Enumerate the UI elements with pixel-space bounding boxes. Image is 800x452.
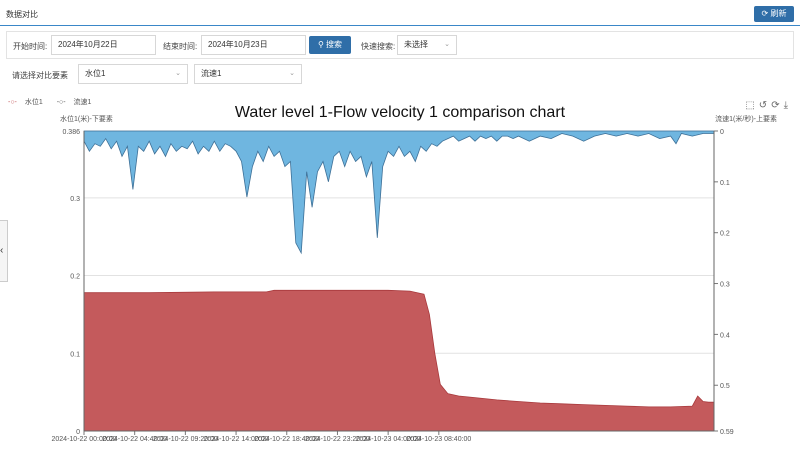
right-tick-label: 0.5 [720,383,730,390]
left-tick-label: 0.3 [70,196,80,203]
quick-search-value: 未选择 [404,40,428,49]
quick-search-label: 快速搜索: [361,42,396,51]
element1-select[interactable]: 水位1 ⌄ [78,64,188,84]
time-filter-row: 开始时间: 2024年10月22日 结束时间: 2024年10月23日 ⚲ 搜索… [6,31,794,59]
series-water-level-1-area [83,289,715,432]
x-tick-label: 2024-10-22 09:20:00 [153,436,218,443]
left-tick-label: 0 [76,429,80,436]
right-tick-label: 0.2 [720,231,730,238]
x-tick-label: 2024-10-22 04:40:00 [102,436,167,443]
restore-icon[interactable]: ↺ [758,100,772,111]
rect-select-icon[interactable]: ⬚ [745,100,759,111]
header-bar: 数据对比 ⟳ 刷新 [0,0,800,26]
chart-legend: -○- 水位1 -○- 流速1 [8,97,103,107]
start-time-input[interactable]: 2024年10月22日 [51,35,156,55]
search-button[interactable]: ⚲ 搜索 [309,36,351,54]
sidebar-collapse-tab[interactable]: ‹ [0,220,8,282]
compare-label: 请选择对比要素 [12,71,68,80]
quick-search-select[interactable]: 未选择 ⌄ [397,35,457,55]
search-label: 搜索 [326,40,343,49]
end-time-input[interactable]: 2024年10月23日 [201,35,306,55]
right-tick-label: 0.1 [720,180,730,187]
chevron-down-icon: ⌄ [289,70,295,77]
refresh-icon[interactable]: ⟳ [771,100,784,111]
chevron-down-icon: ⌄ [444,41,450,48]
start-time-label: 开始时间: [13,42,48,51]
right-tick-label: 0.59 [720,429,734,436]
left-tick-label: 0.386 [62,129,80,136]
element2-value: 流速1 [201,69,222,78]
element-filter-row: 请选择对比要素 水位1 ⌄ 流速1 ⌄ [6,61,794,89]
refresh-button[interactable]: ⟳ 刷新 [754,6,794,22]
right-tick-label: 0.3 [720,282,730,289]
search-icon: ⚲ [317,40,324,49]
chart-toolbox: ⬚↺⟳⤓ [745,100,792,111]
series-flow-velocity-1-area [83,130,715,255]
right-tick-label: 0 [720,129,724,136]
end-time-label: 结束时间: [163,42,198,51]
legend-item-2[interactable]: -○- 流速1 [56,99,92,106]
x-tick-label: 2024-10-22 23:20:00 [305,436,370,443]
x-tick-label: 2024-10-23 08:40:00 [406,436,471,443]
page-title: 数据对比 [6,10,38,19]
chevron-down-icon: ⌄ [175,70,181,77]
chevron-left-icon: ‹ [0,245,4,256]
refresh-icon: ⟳ [761,9,769,18]
x-tick-label: 2024-10-22 14:00:00 [204,436,269,443]
legend-item-1[interactable]: -○- 水位1 [8,99,43,106]
left-tick-label: 0.2 [70,274,80,281]
chart-title: Water level 1-Flow velocity 1 comparison… [234,104,566,121]
download-icon[interactable]: ⤓ [783,100,792,111]
x-tick-label: 2024-10-22 00:00:00 [52,436,117,443]
element1-value: 水位1 [85,69,106,78]
refresh-label: 刷新 [770,9,787,18]
x-tick-label: 2024-10-22 18:40:00 [254,436,319,443]
element2-select[interactable]: 流速1 ⌄ [194,64,302,84]
x-tick-label: 2024-10-23 04:00:00 [356,436,421,443]
left-tick-label: 0.1 [70,351,80,358]
right-tick-label: 0.4 [720,332,730,339]
